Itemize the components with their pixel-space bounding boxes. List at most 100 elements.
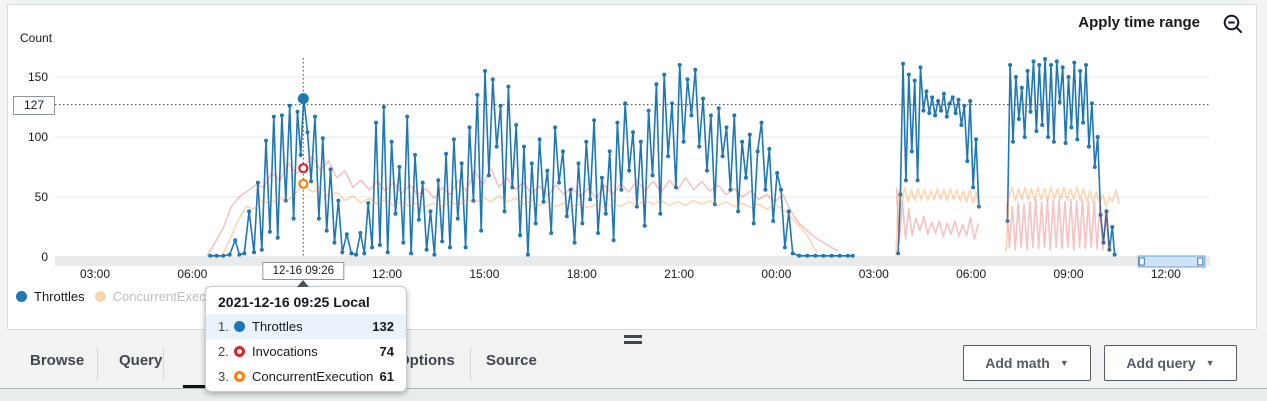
data-point (662, 72, 667, 77)
x-tick-label: 12:00 (372, 267, 403, 281)
data-point (298, 153, 303, 157)
y-hover-value-box: 127 (13, 96, 55, 115)
data-point (506, 84, 511, 89)
tab-divider (470, 347, 471, 381)
selection-handle-left[interactable] (1138, 257, 1145, 266)
x-axis-track[interactable] (55, 258, 1210, 266)
data-point (915, 178, 920, 183)
data-point (1081, 120, 1086, 125)
data-point (903, 178, 908, 183)
data-point (305, 130, 310, 135)
data-point (845, 253, 850, 258)
data-point (724, 125, 729, 130)
data-point (716, 106, 721, 111)
data-point (494, 144, 499, 149)
tabbar-divider (0, 388, 1267, 389)
data-point (568, 187, 573, 192)
zoom-out-icon[interactable] (1222, 13, 1244, 35)
data-point (747, 132, 752, 137)
data-point (444, 151, 449, 156)
data-point (401, 240, 406, 245)
tab-source[interactable]: Source (486, 352, 537, 369)
tab-options[interactable]: Options (398, 352, 455, 369)
data-point (208, 253, 213, 258)
data-point (1104, 209, 1109, 214)
data-point (436, 178, 441, 183)
data-point (320, 136, 325, 141)
data-point (821, 253, 826, 258)
data-point (366, 201, 371, 205)
legend-dot-throttles (16, 290, 27, 302)
data-point (1028, 109, 1033, 114)
series-line-invocations (206, 155, 839, 257)
tooltip-row: 1. Throttles 132 (206, 314, 406, 339)
data-point (1013, 75, 1018, 79)
data-point (743, 175, 748, 180)
data-point (455, 216, 460, 221)
data-point (953, 111, 958, 115)
data-point (525, 252, 530, 257)
data-point (510, 185, 515, 190)
data-point (728, 187, 733, 192)
data-point (740, 139, 745, 144)
data-point (771, 219, 776, 223)
y-axis-title: Count (20, 31, 53, 45)
resize-handle-icon[interactable] (624, 335, 642, 347)
data-point (763, 187, 768, 192)
data-point (467, 125, 472, 130)
data-point (650, 173, 655, 178)
x-hover-time-box: 12-16 09:26 (262, 262, 345, 280)
data-point (944, 114, 949, 119)
x-tick-label: 00:00 (761, 267, 792, 281)
chevron-down-icon: ▼ (1059, 358, 1069, 368)
tab-divider (163, 347, 164, 381)
data-point (370, 245, 375, 250)
data-point (389, 139, 394, 144)
data-point (930, 95, 935, 100)
data-point (631, 130, 635, 135)
data-point (603, 211, 608, 216)
data-point (898, 192, 903, 197)
data-point (1060, 65, 1065, 70)
data-point (432, 252, 437, 257)
data-point (1008, 63, 1013, 67)
data-point (693, 67, 698, 72)
data-point (518, 233, 523, 238)
tooltip-title: 2021-12-16 09:25 Local (218, 294, 370, 310)
data-point (1016, 117, 1021, 121)
data-point (424, 247, 429, 252)
add-math-button[interactable]: Add math ▼ (963, 345, 1091, 381)
data-point (654, 82, 659, 87)
selection-handle-right[interactable] (1197, 257, 1204, 266)
data-point (490, 77, 495, 82)
tab-query[interactable]: Query (119, 352, 163, 369)
data-point (1022, 135, 1027, 139)
x-tick-label: 03:00 (858, 267, 889, 281)
data-point (247, 209, 252, 214)
data-point (965, 159, 970, 163)
data-point (1019, 85, 1024, 90)
data-point (599, 175, 604, 180)
data-point (615, 120, 620, 125)
data-point (374, 120, 378, 125)
time-range-selection[interactable] (1137, 255, 1206, 268)
apply-time-range-button[interactable]: Apply time range (1078, 14, 1200, 31)
data-point (924, 89, 929, 94)
add-query-button[interactable]: Add query ▼ (1104, 345, 1237, 381)
data-point (459, 161, 464, 166)
data-point (420, 180, 425, 185)
data-point (909, 149, 914, 154)
data-point (829, 253, 834, 258)
data-point (941, 91, 946, 96)
hover-point-ring (298, 163, 309, 174)
data-point (385, 250, 390, 255)
tab-browse[interactable]: Browse (30, 352, 85, 369)
data-point (918, 65, 923, 70)
data-point (1046, 135, 1051, 139)
data-point (416, 217, 421, 222)
data-point (576, 161, 581, 166)
data-point (906, 72, 911, 77)
data-point (255, 180, 260, 185)
legend-item-throttles[interactable]: Throttles (16, 289, 85, 304)
